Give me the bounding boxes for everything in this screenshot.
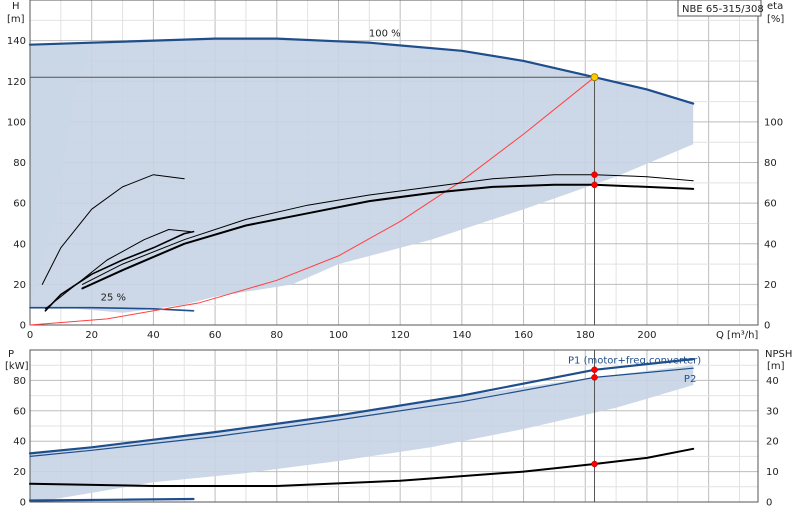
operating-range-area bbox=[30, 365, 694, 502]
eta-1-line bbox=[81, 174, 694, 285]
y-tick-left: 140 bbox=[7, 36, 26, 47]
y-tick-left: 20 bbox=[13, 467, 26, 478]
x-tick: 180 bbox=[576, 330, 595, 341]
operating-point-marker bbox=[591, 366, 598, 374]
head-axis-unit: [m] bbox=[7, 14, 25, 25]
y-tick-left: 0 bbox=[20, 321, 26, 332]
y-tick-left: 60 bbox=[13, 199, 26, 210]
power-axis-label: P bbox=[8, 349, 14, 360]
y-tick-right: 100 bbox=[764, 117, 783, 128]
eta-axis-label: eta bbox=[767, 1, 783, 12]
y-tick-right: 10 bbox=[766, 467, 779, 478]
y-tick-right: 0 bbox=[766, 498, 772, 509]
x-tick: 100 bbox=[329, 330, 348, 341]
operating-point-marker bbox=[591, 171, 598, 178]
duty-point-marker bbox=[590, 73, 599, 82]
x-tick: 120 bbox=[391, 330, 410, 341]
y-tick-left: 20 bbox=[13, 280, 26, 291]
y-tick-right: 0 bbox=[764, 321, 770, 332]
eta-2-line bbox=[81, 183, 695, 290]
x-tick: 200 bbox=[637, 330, 656, 341]
speed-curve-label: 100 % bbox=[369, 29, 401, 40]
head-100-line bbox=[28, 37, 695, 105]
x-tick: 20 bbox=[85, 330, 98, 341]
npsh-axis-unit: [m] bbox=[767, 361, 785, 372]
series-label: P2 bbox=[684, 374, 696, 385]
operating-point-marker bbox=[591, 460, 598, 468]
y-tick-right: 40 bbox=[764, 239, 777, 250]
y-tick-right: 20 bbox=[766, 437, 779, 448]
flow-axis-label: Q [m³/h] bbox=[716, 330, 758, 341]
y-tick-left: 100 bbox=[7, 117, 26, 128]
y-tick-right: 40 bbox=[766, 376, 779, 387]
p-25-line bbox=[28, 497, 195, 502]
x-tick: 80 bbox=[270, 330, 283, 341]
y-tick-left: 40 bbox=[13, 239, 26, 250]
y-tick-left: 80 bbox=[13, 376, 26, 387]
y-tick-left: 120 bbox=[7, 77, 26, 88]
x-tick: 160 bbox=[514, 330, 533, 341]
eta-axis-unit: [%] bbox=[767, 14, 784, 25]
eta-4-line bbox=[41, 174, 185, 285]
y-tick-right: 30 bbox=[766, 406, 779, 417]
plot-frame bbox=[29, 0, 759, 326]
x-tick: 60 bbox=[209, 330, 222, 341]
power-axis-unit: [kW] bbox=[5, 361, 29, 372]
x-tick: 0 bbox=[27, 330, 33, 341]
y-tick-left: 0 bbox=[20, 498, 26, 509]
operating-range-area bbox=[30, 38, 694, 313]
y-tick-right: 60 bbox=[764, 199, 777, 210]
x-tick: 140 bbox=[452, 330, 471, 341]
plot-frame bbox=[29, 349, 759, 503]
system-line bbox=[29, 76, 595, 326]
y-tick-left: 60 bbox=[13, 406, 26, 417]
head-25-line bbox=[29, 306, 195, 312]
head-axis-label: H bbox=[12, 1, 20, 12]
npsh-axis-label: NPSH bbox=[765, 349, 792, 360]
operating-point-marker bbox=[591, 374, 598, 381]
y-tick-left: 40 bbox=[13, 437, 26, 448]
series-label: P1 (motor+freq.converter) bbox=[568, 356, 701, 367]
y-tick-left: 80 bbox=[13, 158, 26, 169]
operating-point-marker bbox=[591, 181, 598, 189]
y-tick-right: 20 bbox=[764, 280, 777, 291]
eta-5-line bbox=[44, 230, 195, 312]
model-label-box bbox=[677, 0, 762, 17]
model-label: NBE 65-315/308 bbox=[682, 4, 764, 15]
speed-curve-label: 25 % bbox=[101, 293, 126, 304]
npsh-line bbox=[29, 447, 695, 487]
head-efficiency-panel: 0 20 40 60 80 100 120 140 0 20 40 60 80 100 0 20 40 60 80 1… bbox=[7, 0, 783, 341]
x-tick: 40 bbox=[147, 330, 160, 341]
power-npsh-panel: 0 20 40 60 80 0 10 20 30 40 P1 (motor+freq.convert… bbox=[13, 349, 779, 509]
y-tick-right: 80 bbox=[764, 158, 777, 169]
